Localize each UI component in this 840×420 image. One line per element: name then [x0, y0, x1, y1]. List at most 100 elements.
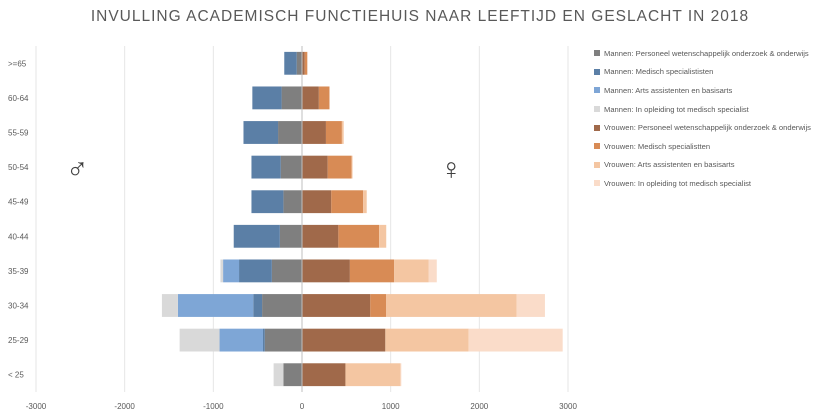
legend-swatch — [594, 68, 600, 75]
x-tick-label: -2000 — [114, 402, 135, 411]
legend-label: Vrouwen: Personeel wetenschappelijk onde… — [604, 123, 811, 133]
legend-label: Mannen: In opleiding tot medisch special… — [604, 104, 749, 114]
bar-segment — [179, 328, 220, 352]
legend-item: Mannen: Personeel wetenschappelijk onder… — [594, 44, 834, 63]
legend-label: Vrouwen: In opleiding tot medisch specia… — [604, 178, 752, 188]
x-tick-label: -1000 — [203, 402, 224, 411]
bar-segment — [219, 328, 263, 352]
legend-label: Mannen: Personeel wetenschappelijk onder… — [604, 48, 809, 58]
y-tick-label: < 25 — [8, 371, 24, 380]
bar-segment — [177, 294, 254, 317]
bar-segment — [394, 259, 429, 283]
bar-segment — [251, 190, 284, 214]
bar-segment — [302, 86, 319, 110]
legend-item: Vrouwen: In opleiding tot medisch specia… — [594, 174, 834, 193]
legend-label: Vrouwen: Medisch specialistten — [604, 141, 711, 151]
female-symbol: ♀ — [440, 153, 463, 186]
legend: Mannen: Personeel wetenschappelijk onder… — [594, 44, 834, 193]
bar-segment — [253, 294, 263, 317]
legend-item: Vrouwen: Arts assistenten en basisarts — [594, 156, 834, 175]
bar-segment — [262, 328, 265, 352]
bar-segment — [302, 190, 332, 214]
bar-segment — [345, 363, 401, 387]
legend-swatch — [594, 50, 600, 57]
bar-segment — [304, 51, 308, 75]
bar-segment — [251, 155, 281, 179]
bar-segment — [302, 363, 346, 387]
y-tick-label: 45-49 — [8, 198, 29, 207]
y-tick-label: 60-64 — [8, 94, 29, 103]
bar-segment — [233, 224, 280, 248]
bar-segment — [278, 121, 302, 144]
bar-segment — [281, 86, 302, 110]
legend-item: Vrouwen: Medisch specialistten — [594, 137, 834, 156]
bar-segment — [379, 224, 387, 248]
x-tick-label: 1000 — [382, 402, 400, 411]
legend-swatch — [594, 161, 600, 168]
bar-segment — [349, 259, 395, 283]
bar-segment — [428, 259, 437, 283]
bar-segment — [302, 224, 339, 248]
bar-segment — [327, 155, 352, 179]
legend-swatch — [594, 124, 600, 131]
bar-segment — [302, 121, 326, 144]
legend-item: Mannen: In opleiding tot medisch special… — [594, 100, 834, 119]
legend-item: Mannen: Arts assistenten en basisarts — [594, 81, 834, 100]
legend-label: Mannen: Medisch specialististen — [604, 67, 714, 77]
chart-title: INVULLING ACADEMISCH FUNCTIEHUIS NAAR LE… — [90, 8, 750, 25]
bar-segment — [273, 363, 284, 387]
y-tick-label: 30-34 — [8, 302, 29, 311]
y-tick-label: 55-59 — [8, 129, 29, 138]
bar-segment — [516, 294, 545, 317]
bar-segment — [220, 259, 224, 283]
x-tick-label: 2000 — [470, 402, 488, 411]
bar-segment — [161, 294, 178, 317]
bar-segment — [363, 190, 367, 214]
bar-segment — [385, 328, 469, 352]
y-tick-label: 35-39 — [8, 267, 29, 276]
y-tick-label: 25-29 — [8, 336, 29, 345]
legend-item: Vrouwen: Personeel wetenschappelijk onde… — [594, 118, 834, 137]
y-tick-label: >=65 — [8, 59, 27, 68]
bar-segment — [302, 155, 328, 179]
legend-swatch — [594, 143, 600, 150]
bar-segment — [338, 224, 380, 248]
bar-segment — [280, 155, 302, 179]
male-symbol: ♂ — [66, 153, 89, 186]
x-tick-label: 0 — [300, 402, 305, 411]
y-tick-label: 50-54 — [8, 163, 29, 172]
bar-segment — [386, 294, 517, 317]
bar-segment — [370, 294, 387, 317]
legend-swatch — [594, 106, 600, 113]
bar-segment — [302, 294, 371, 317]
bar-segment — [262, 294, 302, 317]
legend-label: Mannen: Arts assistenten en basisarts — [604, 85, 733, 95]
bar-segment — [239, 259, 272, 283]
bar-segment — [351, 155, 353, 179]
legend-item: Mannen: Medisch specialististen — [594, 63, 834, 82]
bar-segment — [400, 363, 402, 387]
y-tick-label: 40-44 — [8, 232, 29, 241]
bar-segment — [302, 51, 305, 75]
bar-segment — [243, 121, 279, 144]
legend-swatch — [594, 180, 600, 187]
bar-segment — [302, 328, 386, 352]
bar-segment — [296, 51, 302, 75]
bar-segment — [252, 86, 282, 110]
bar-segment — [302, 259, 350, 283]
bar-segment — [283, 363, 302, 387]
legend-swatch — [594, 87, 600, 94]
x-tick-label: 3000 — [559, 402, 577, 411]
bar-segment — [331, 190, 364, 214]
bar-segment — [468, 328, 563, 352]
bar-segment — [318, 86, 330, 110]
legend-label: Vrouwen: Arts assistenten en basisarts — [604, 160, 735, 170]
bar-segment — [271, 259, 302, 283]
x-tick-label: -3000 — [26, 402, 47, 411]
bar-segment — [341, 121, 344, 144]
bar-segment — [284, 51, 297, 75]
bar-segment — [279, 224, 302, 248]
bar-segment — [223, 259, 240, 283]
